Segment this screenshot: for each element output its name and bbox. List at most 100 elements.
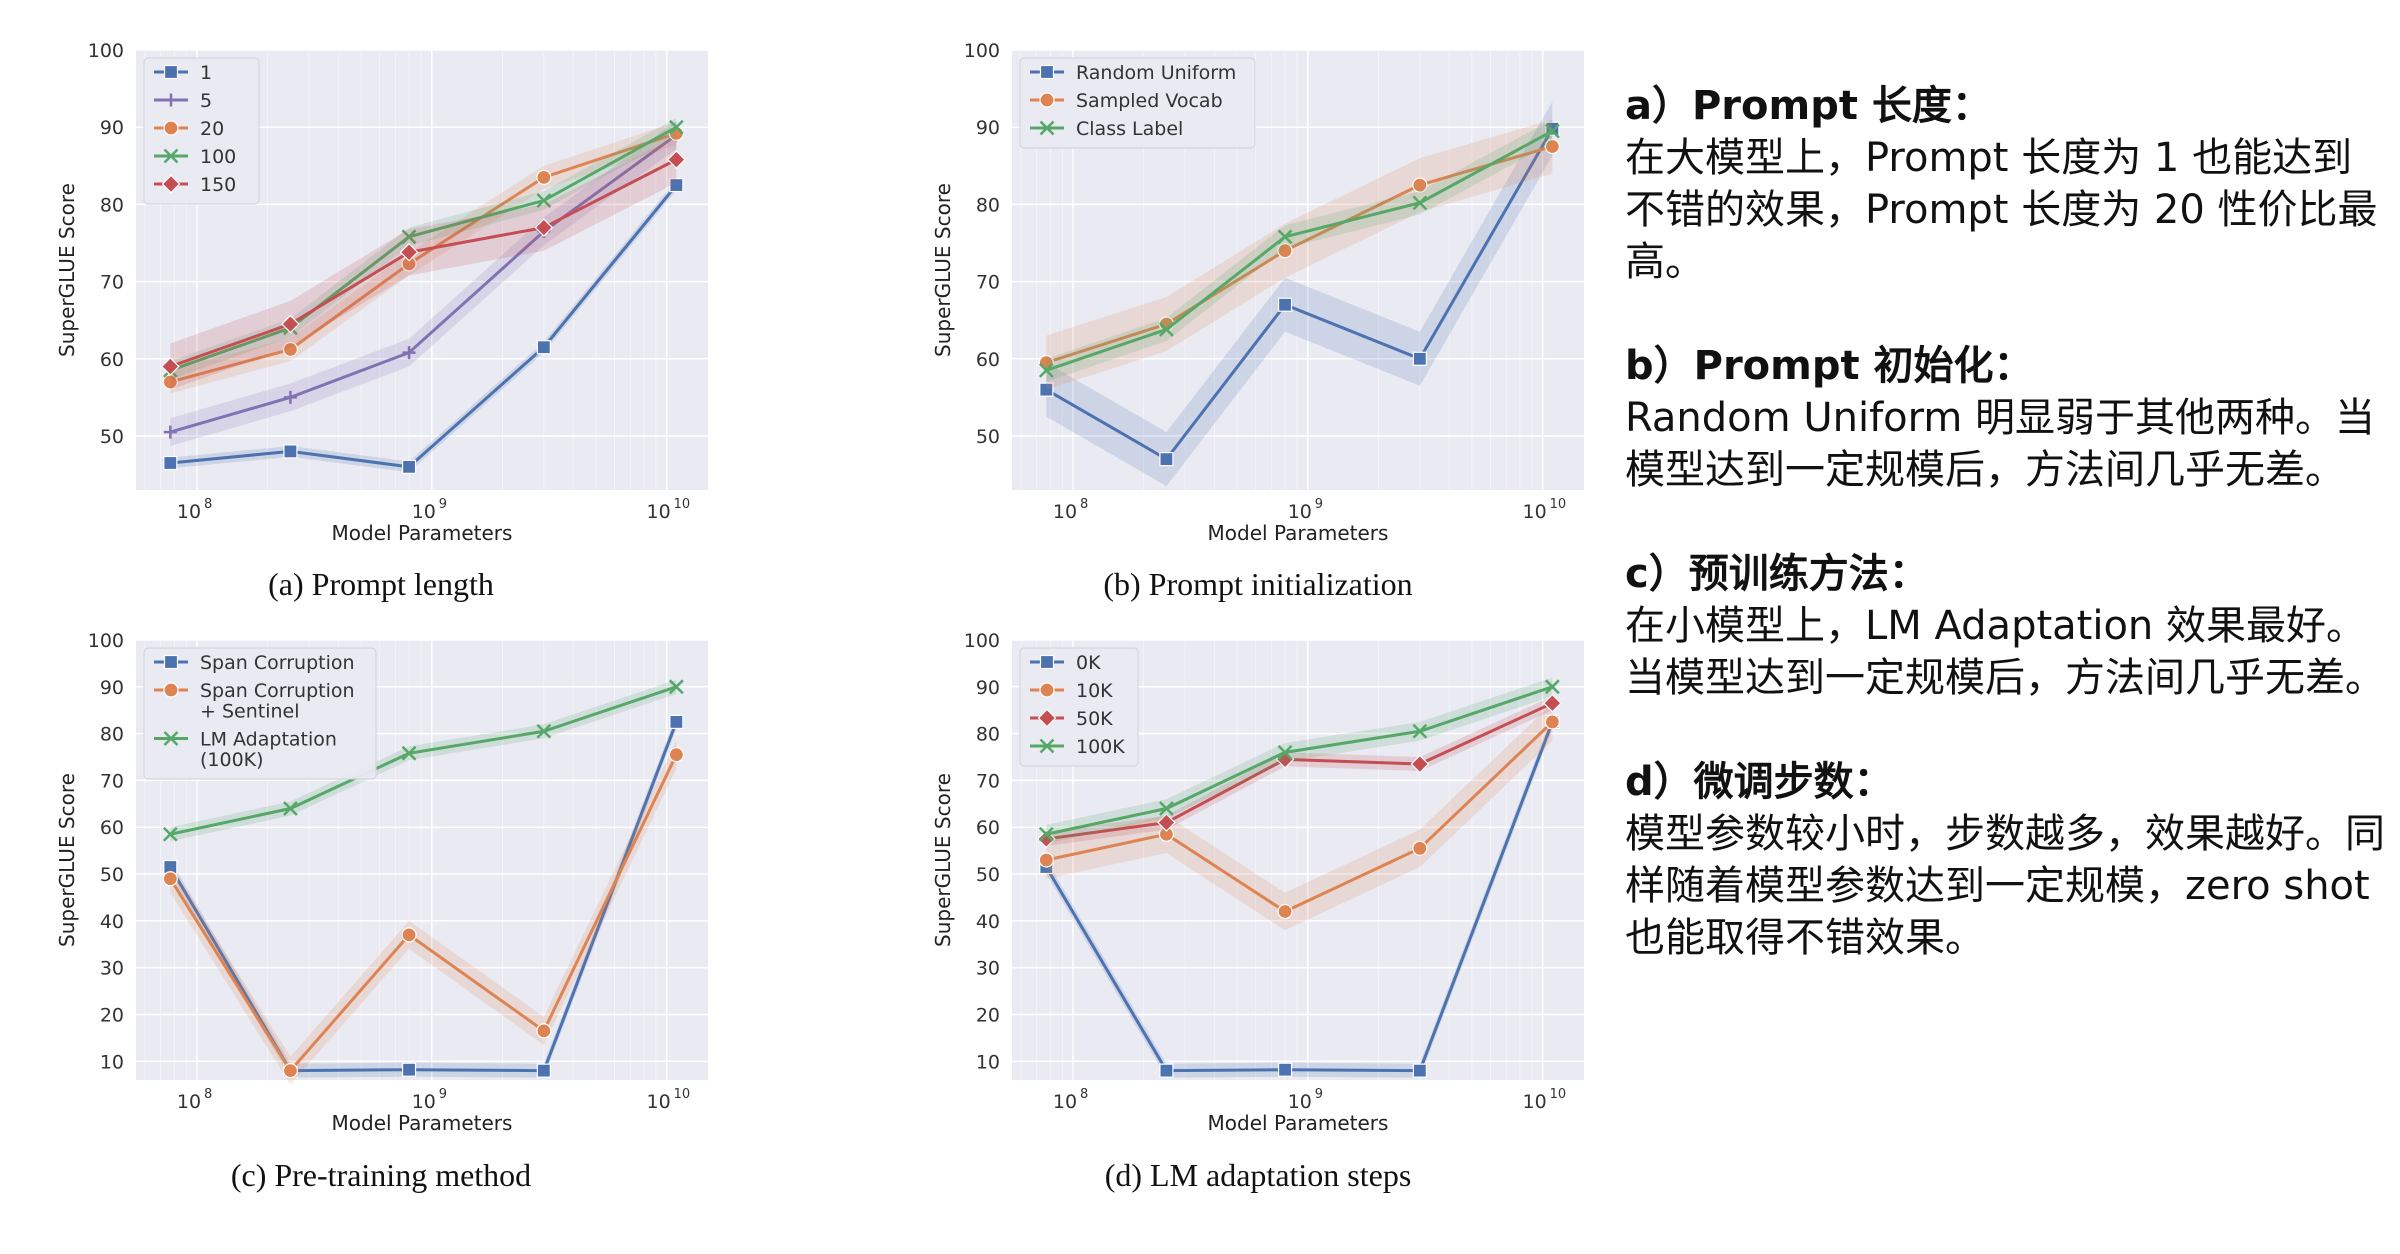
x-tick-label: 10 — [177, 1091, 201, 1113]
note-b-title: b）Prompt 初始化： — [1625, 343, 2034, 389]
legend-label: 10K — [1076, 680, 1113, 702]
x-tick-label: 10 — [1523, 1091, 1547, 1113]
y-tick-label: 60 — [100, 349, 124, 371]
y-tick-label: 20 — [976, 1004, 1000, 1026]
data-point — [402, 346, 416, 360]
y-tick-label: 100 — [964, 40, 1000, 62]
x-tick-label: 10 — [1053, 1091, 1077, 1113]
data-point — [162, 826, 178, 842]
legend-marker — [163, 654, 179, 670]
legend-label: Class Label — [1076, 118, 1183, 140]
x-tick-label: 10 — [647, 501, 671, 523]
confidence-band — [1046, 119, 1553, 382]
y-tick-label: 10 — [100, 1051, 124, 1073]
y-tick-label: 100 — [88, 40, 124, 62]
legend-marker — [1039, 682, 1055, 698]
data-point — [536, 1063, 551, 1078]
x-axis-label: Model Parameters — [1208, 521, 1389, 545]
y-tick-label: 50 — [100, 426, 124, 448]
data-point — [401, 1062, 417, 1077]
legend-label: + Sentinel — [200, 701, 300, 723]
legend-marker — [163, 731, 179, 746]
legend-marker — [161, 174, 181, 194]
legend-box — [143, 647, 377, 780]
x-tick-label: 10 — [177, 501, 201, 523]
y-tick-label: 40 — [100, 911, 124, 933]
series-20 — [162, 121, 684, 394]
y-tick-label: 60 — [976, 817, 1000, 839]
y-tick-label: 20 — [100, 1004, 124, 1026]
data-point — [1038, 852, 1054, 868]
y-tick-label: 60 — [976, 349, 1000, 371]
data-point — [160, 357, 180, 376]
data-point — [1412, 723, 1428, 739]
y-tick-label: 100 — [88, 630, 124, 652]
x-tick-label: 10 — [1053, 501, 1077, 523]
legend-marker — [164, 93, 178, 107]
data-point — [1277, 744, 1293, 760]
y-axis-label: SuperGLUE Score — [931, 183, 955, 357]
legend-label: 20 — [200, 118, 224, 140]
legend-marker — [1039, 654, 1055, 670]
x-tick-exponent: 8 — [204, 497, 212, 512]
legend-label: Sampled Vocab — [1076, 90, 1223, 112]
data-point — [1412, 195, 1428, 211]
data-point — [1039, 382, 1054, 397]
y-tick-label: 50 — [100, 864, 124, 886]
y-tick-label: 100 — [964, 630, 1000, 652]
data-point — [162, 871, 178, 887]
legend-box — [143, 57, 260, 205]
x-tick-exponent: 9 — [1315, 497, 1323, 512]
data-point — [401, 229, 417, 245]
series-class-label — [1038, 119, 1560, 382]
data-point — [283, 444, 298, 459]
x-tick-label: 10 — [1288, 1091, 1312, 1113]
legend-marker — [1039, 92, 1055, 108]
y-tick-label: 60 — [100, 817, 124, 839]
caption-c: (c) Pre-training method — [231, 1157, 531, 1193]
y-tick-label: 70 — [100, 272, 124, 294]
y-tick-label: 50 — [976, 426, 1000, 448]
data-point — [401, 459, 417, 474]
data-point — [1277, 1062, 1293, 1077]
legend-label: 150 — [200, 174, 236, 196]
data-point — [163, 455, 178, 471]
legend-label: 0K — [1076, 652, 1101, 674]
legend-marker — [163, 64, 179, 80]
note-c: c）预训练方法： 在小模型上，LM Adaptation 效果最好。当模型达到一… — [1625, 548, 2385, 704]
data-point — [536, 1023, 552, 1039]
data-point — [1543, 693, 1562, 713]
note-d: d）微调步数： 模型参数较小时，步数越多，效果越好。同样随着模型参数达到一定规模… — [1625, 756, 2385, 964]
data-point — [536, 340, 551, 355]
y-tick-label: 80 — [976, 724, 1000, 746]
note-b-body: Random Uniform 明显弱于其他两种。当模型达到一定规模后，方法间几乎… — [1625, 395, 2376, 493]
data-point — [1412, 351, 1427, 366]
series-50k — [1036, 693, 1562, 849]
data-point — [667, 150, 686, 169]
data-point — [1157, 813, 1176, 832]
confidence-band — [170, 117, 677, 380]
confidence-band — [170, 121, 677, 394]
y-tick-label: 90 — [976, 677, 1000, 699]
y-axis-label: SuperGLUE Score — [55, 773, 79, 947]
notes-panel: a）Prompt 长度： 在大模型上，Prompt 长度为 1 也能达到不错的效… — [1625, 80, 2385, 1016]
x-tick-exponent: 9 — [1315, 1087, 1323, 1102]
y-tick-label: 90 — [100, 117, 124, 139]
data-point — [669, 714, 684, 730]
legend-marker — [163, 148, 179, 164]
confidence-band — [170, 121, 677, 446]
data-point — [1277, 297, 1293, 312]
data-point — [536, 723, 552, 739]
note-b: b）Prompt 初始化： Random Uniform 明显弱于其他两种。当模… — [1625, 340, 2385, 496]
legend-label: 1 — [200, 62, 212, 84]
x-tick-exponent: 10 — [1550, 497, 1567, 512]
data-point — [669, 177, 684, 193]
data-point — [668, 679, 684, 695]
legend-label: Span Corruption — [200, 652, 355, 674]
series-random-uniform — [1039, 101, 1560, 487]
legend-marker — [1039, 738, 1055, 754]
data-point — [1038, 362, 1054, 378]
